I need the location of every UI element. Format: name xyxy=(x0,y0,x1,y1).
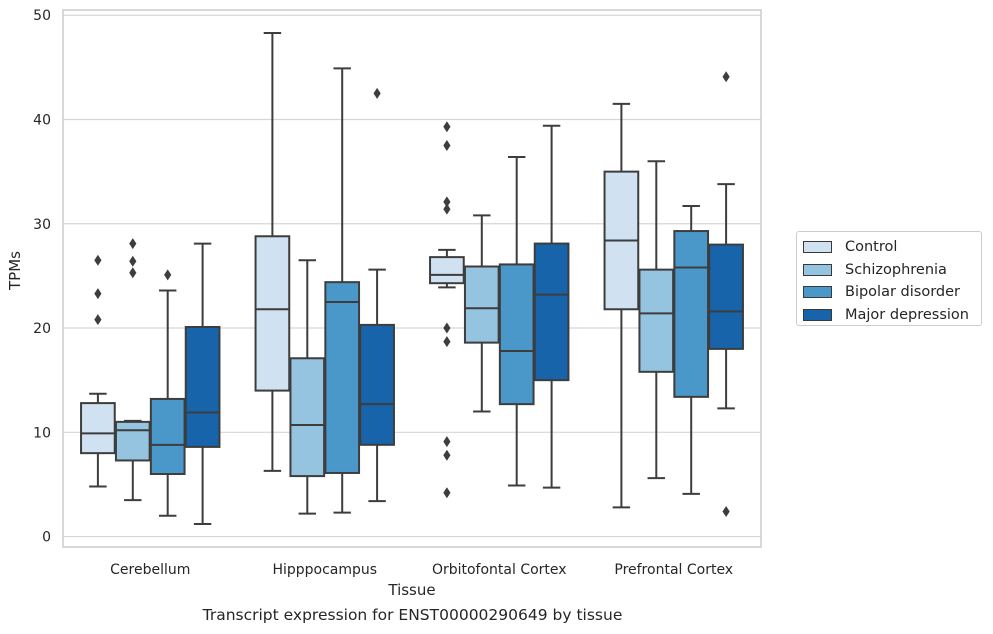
legend-item: Bipolar disorder xyxy=(803,281,981,304)
box xyxy=(533,242,570,382)
outlier-point xyxy=(443,140,451,152)
outlier-point xyxy=(722,71,730,83)
legend-label: Major depression xyxy=(845,306,969,323)
box-2-3 xyxy=(533,124,570,489)
x-tick-labels: Cerebellum Hipppocampus Orbitofontal Corte… xyxy=(110,562,733,578)
box-1-1 xyxy=(289,259,326,515)
box xyxy=(708,243,744,350)
legend-swatch xyxy=(803,286,832,299)
legend: Control Schizophrenia Bipolar disorder Majo… xyxy=(796,231,982,326)
box-2-0 xyxy=(429,121,465,499)
outlier-point xyxy=(94,314,102,326)
box-2-2 xyxy=(498,156,535,487)
box-1-2 xyxy=(324,67,361,514)
outlier-point xyxy=(443,449,451,461)
y-tick-label: 0 xyxy=(42,530,51,546)
x-tick-label: Prefrontal Cortex xyxy=(614,562,733,578)
legend-swatch xyxy=(803,308,832,321)
box xyxy=(254,235,291,392)
chart-title: Transcript expression for ENST0000029064… xyxy=(202,606,623,624)
y-tick-label: 40 xyxy=(33,112,51,128)
y-axis-label: TPMs xyxy=(6,251,24,291)
outlier-point xyxy=(722,506,730,518)
box-0-1 xyxy=(114,238,151,502)
box xyxy=(498,263,535,406)
outlier-point xyxy=(443,487,451,499)
box-3-1 xyxy=(638,160,675,480)
box-1-3 xyxy=(359,87,395,503)
box xyxy=(673,230,710,398)
outlier-point xyxy=(94,254,102,266)
box xyxy=(184,325,221,448)
outlier-point xyxy=(373,87,381,99)
box-3-3 xyxy=(708,71,744,518)
outlier-point xyxy=(443,203,451,215)
outlier-point xyxy=(443,121,451,133)
outlier-point xyxy=(164,269,172,281)
y-tick-labels: 0 10 20 30 40 50 xyxy=(33,8,51,545)
box xyxy=(114,420,151,462)
box-plots xyxy=(80,31,744,526)
y-tick-label: 50 xyxy=(33,8,51,24)
box xyxy=(359,323,395,446)
box-3-0 xyxy=(603,102,640,509)
legend-swatch xyxy=(803,263,832,276)
y-tick-label: 30 xyxy=(33,217,51,233)
y-tick-label: 20 xyxy=(33,321,51,337)
box xyxy=(80,402,116,455)
legend-item: Major depression xyxy=(803,304,981,327)
outlier-point xyxy=(443,322,451,334)
outlier-point xyxy=(129,238,137,250)
y-tick-label: 10 xyxy=(33,425,51,441)
outlier-point xyxy=(443,196,451,208)
outlier-point xyxy=(443,336,451,348)
box-0-2 xyxy=(149,269,186,517)
box xyxy=(149,397,186,476)
legend-item: Schizophrenia xyxy=(803,259,981,282)
plot-area-frame xyxy=(62,9,762,548)
box-0-0 xyxy=(80,254,116,488)
box xyxy=(463,265,500,344)
box xyxy=(289,357,326,478)
box xyxy=(324,281,361,474)
box xyxy=(429,256,465,285)
outlier-point xyxy=(129,267,137,279)
outlier-point xyxy=(94,288,102,300)
x-axis-label: Tissue xyxy=(387,581,435,599)
outlier-point xyxy=(129,255,137,267)
box-1-0 xyxy=(254,31,291,472)
outlier-point xyxy=(443,436,451,448)
box-3-2 xyxy=(673,205,710,495)
box-2-1 xyxy=(463,214,500,413)
legend-item: Control xyxy=(803,236,981,259)
legend-swatch xyxy=(803,241,832,254)
legend-label: Control xyxy=(845,239,898,256)
box xyxy=(638,268,675,373)
x-tick-label: Hipppocampus xyxy=(272,562,377,578)
legend-label: Schizophrenia xyxy=(845,261,947,278)
box-0-3 xyxy=(184,242,221,526)
x-tick-label: Cerebellum xyxy=(110,562,190,578)
x-tick-label: Orbitofontal Cortex xyxy=(432,562,567,578)
legend-label: Bipolar disorder xyxy=(845,284,960,301)
